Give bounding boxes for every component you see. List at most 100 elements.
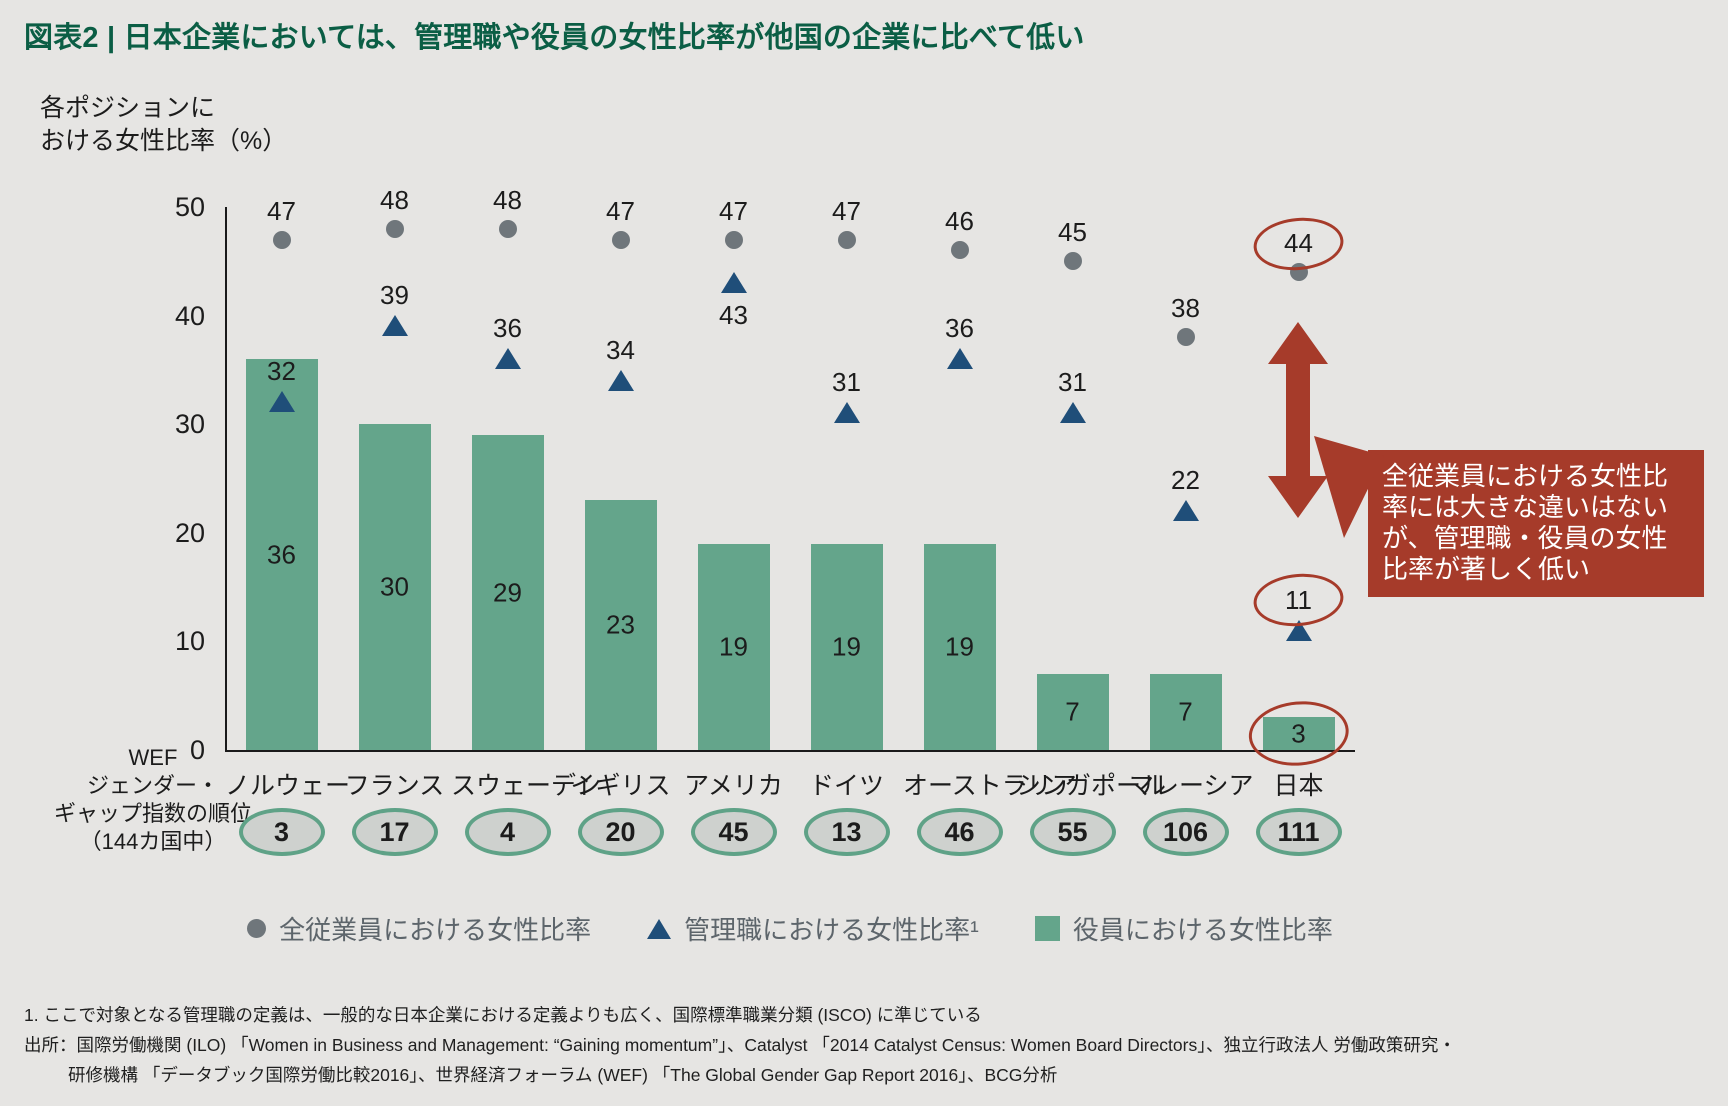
legend-item-executives: 役員における女性比率	[1034, 910, 1333, 947]
y-axis-unit-line2: おける女性比率（%）	[40, 127, 288, 155]
all-employees-dot-marker	[950, 241, 969, 260]
executive-ratio-bar: 19	[810, 543, 883, 750]
managers-triangle-marker	[1172, 500, 1199, 522]
y-tick-label: 0	[189, 735, 205, 765]
y-tick-label: 20	[174, 517, 205, 548]
y-tick-label: 30	[174, 409, 205, 440]
bar-value-label: 19	[945, 631, 974, 662]
wef-rank-badge-wrap: 106	[1129, 808, 1242, 856]
triangle-value-label: 34	[606, 334, 635, 365]
y-tick-label: 50	[174, 192, 205, 222]
dot-value-label: 47	[832, 195, 861, 226]
country-column: 23 47 34	[564, 196, 677, 750]
wef-rank-badge: 46	[916, 808, 1003, 856]
source-line-1: 出所：国際労働機関 (ILO) 「Women in Business and M…	[24, 1035, 1456, 1055]
managers-triangle-marker	[268, 391, 295, 413]
triangle-value-label: 39	[380, 280, 409, 311]
country-column: 30 48 39	[338, 185, 451, 750]
wef-rank-badge: 20	[577, 808, 664, 856]
callout-box: 全従業員における女性比率には大きな違いはないが、管理職・役員の女性比率が著しく低…	[1314, 436, 1704, 597]
country-column: 7 45 31	[1016, 207, 1129, 750]
callout-pointer-icon	[1314, 436, 1384, 538]
legend-item-managers: 管理職における女性比率¹	[647, 910, 979, 947]
country-label: フランス	[344, 772, 445, 800]
executive-ratio-bar: 19	[697, 543, 770, 750]
wef-rank-badge-wrap: 111	[1242, 808, 1355, 856]
wef-rank-badge-wrap: 20	[564, 808, 677, 856]
executive-ratio-bar: 30	[358, 424, 431, 750]
country-label: シンガポール	[1016, 772, 1167, 800]
chart-legend: 全従業員における女性比率 管理職における女性比率¹ 役員における女性比率	[225, 910, 1355, 947]
managers-triangle-marker	[494, 348, 521, 370]
all-employees-dot-marker	[1063, 252, 1082, 271]
managers-triangle-marker	[1285, 619, 1312, 641]
wef-rank-badge: 3	[238, 808, 325, 856]
wef-label-line: ジェンダー・	[86, 773, 219, 799]
plot-area: 0 10 20 30 40 50 36 47 32 30 48 39 29 48 36 23 47 34 19 47 4…	[175, 185, 1355, 765]
country-column: 29 48 36	[451, 185, 564, 750]
dot-value-label: 46	[945, 206, 974, 237]
dot-value-label: 45	[1058, 217, 1087, 248]
bar-value-label: 3	[1291, 718, 1306, 749]
dot-value-label: 44	[1284, 228, 1313, 259]
managers-triangle-marker	[946, 348, 973, 370]
gap-double-arrow-icon	[1268, 322, 1328, 518]
executive-ratio-bar: 29	[471, 435, 544, 750]
legend-label: 役員における女性比率	[1072, 915, 1333, 945]
bar-value-label: 19	[832, 631, 861, 662]
all-employees-dot-marker	[498, 219, 517, 238]
wef-rank-badge-wrap: 13	[790, 808, 903, 856]
legend-item-all-employees: 全従業員における女性比率	[247, 910, 591, 947]
footnote-1: 1. ここで対象となる管理職の定義は、一般的な日本企業における定義よりも広く、国…	[24, 1005, 982, 1025]
all-employees-dot-marker	[272, 230, 291, 249]
triangle-value-label: 36	[945, 313, 974, 344]
country-column: 19 46 36	[903, 206, 1016, 750]
y-axis-unit-line1: 各ポジションに	[40, 94, 216, 122]
all-employees-dot-marker	[724, 230, 743, 249]
country-column: 19 47 43	[677, 196, 790, 750]
country-column: 19 47 31	[790, 196, 903, 750]
footnotes: 1. ここで対象となる管理職の定義は、一般的な日本企業における定義よりも広く、国…	[24, 1000, 1456, 1090]
triangle-value-label: 43	[719, 300, 748, 331]
executive-ratio-bar: 7	[1149, 673, 1222, 750]
country-column: 7 38 22	[1129, 207, 1242, 750]
wef-rank-badge: 4	[464, 808, 551, 856]
circle-marker-icon	[247, 919, 267, 938]
country-label: イギリス	[570, 772, 671, 800]
executive-ratio-bar: 19	[923, 543, 996, 750]
bar-value-label: 7	[1178, 696, 1193, 727]
triangle-value-label: 32	[267, 356, 296, 387]
dot-value-label: 48	[493, 184, 522, 215]
source-line-2: 研修機構 「データブック国際労働比較2016」、世界経済フォーラム (WEF) …	[68, 1065, 1058, 1085]
all-employees-dot-marker	[837, 230, 856, 249]
executive-ratio-bar: 7	[1036, 673, 1109, 750]
wef-ranks-row: 3 17 4 20 45 13 46 55 106 111	[225, 808, 1355, 860]
wef-rank-badge: 111	[1255, 808, 1342, 856]
all-employees-dot-marker	[1176, 328, 1195, 347]
country-label: オーストラリア	[903, 772, 1077, 800]
country-column: 3 44 11	[1242, 207, 1355, 750]
callout-text: 全従業員における女性比率には大きな違いはないが、管理職・役員の女性比率が著しく低…	[1382, 461, 1669, 584]
bar-value-label: 29	[493, 577, 522, 608]
all-employees-dot-marker	[385, 219, 404, 238]
country-label: スウェーデン	[451, 772, 602, 800]
managers-triangle-marker	[381, 315, 408, 337]
all-employees-dot-marker	[1289, 263, 1308, 282]
country-label: アメリカ	[684, 772, 783, 800]
bar-value-label: 23	[606, 609, 635, 640]
bar-value-label: 7	[1065, 696, 1080, 727]
executive-ratio-bar: 23	[584, 500, 657, 750]
managers-triangle-marker	[607, 369, 634, 391]
triangle-value-label: 36	[493, 313, 522, 344]
bar-value-label: 36	[267, 539, 296, 570]
bar-value-label: 30	[380, 571, 409, 602]
wef-rank-badge-wrap: 45	[677, 808, 790, 856]
square-marker-icon	[1034, 916, 1060, 941]
managers-triangle-marker	[833, 402, 860, 424]
country-column: 36 47 32	[225, 196, 338, 750]
triangle-marker-icon	[647, 918, 672, 939]
wef-rank-axis-label: WEF ジェンダー・ ギャップ指数の順位 （144カ国中）	[28, 744, 278, 857]
wef-rank-badge-wrap: 55	[1016, 808, 1129, 856]
bar-value-label: 19	[719, 631, 748, 662]
dot-value-label: 47	[606, 195, 635, 226]
